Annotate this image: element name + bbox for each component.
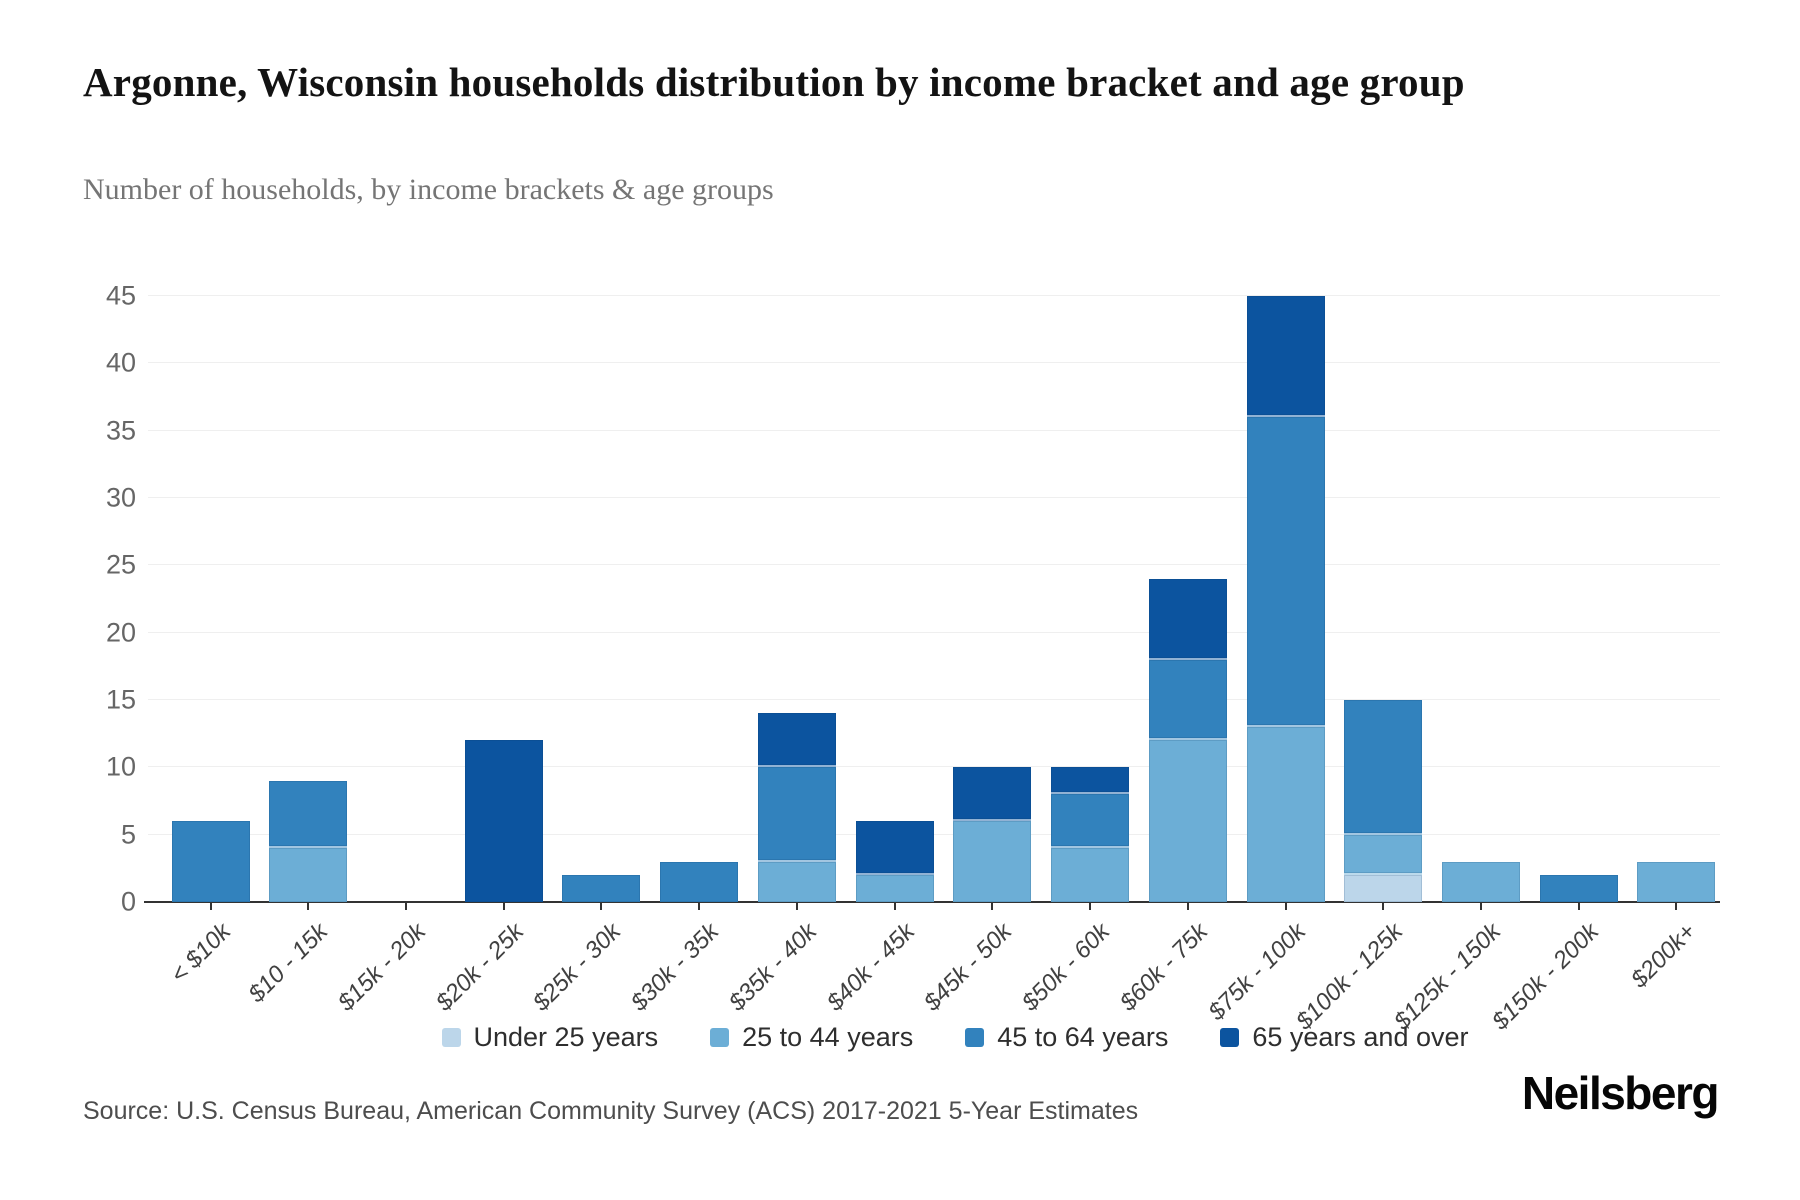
bar-segment[interactable]	[269, 780, 348, 849]
legend-item[interactable]: 25 to 44 years	[710, 1022, 913, 1053]
x-axis-label: $15k - 20k	[332, 918, 432, 1017]
bar-segment[interactable]	[464, 740, 543, 902]
bar-segment[interactable]	[953, 821, 1032, 902]
gridline-y-15	[148, 699, 1720, 700]
x-axis-label: $50k - 60k	[1016, 918, 1116, 1017]
gridline-y-35	[148, 429, 1720, 431]
gridline-y-40	[148, 362, 1720, 364]
legend: Under 25 years 25 to 44 years 45 to 64 yea…	[55, 1022, 1800, 1053]
gridline-y-20	[148, 631, 1720, 633]
x-axis-tick	[1284, 902, 1287, 910]
bar-segment[interactable]	[660, 861, 739, 902]
bar-segment[interactable]	[1051, 767, 1130, 795]
bar-segment[interactable]	[171, 821, 250, 902]
x-axis-label: $25k - 30k	[528, 918, 627, 1017]
bar-segment[interactable]	[855, 821, 934, 876]
x-axis-tick	[1186, 902, 1189, 910]
y-axis-label-0: 0	[120, 886, 136, 917]
bar-segment[interactable]	[1539, 875, 1618, 902]
y-axis-label-15: 15	[105, 684, 136, 715]
gridline-y-45	[148, 295, 1720, 296]
chart-title: Argonne, Wisconsin households distributi…	[83, 59, 1465, 105]
x-axis-tick	[1577, 902, 1580, 910]
bar-segment[interactable]	[1148, 578, 1227, 660]
x-axis-label: $60k - 75k	[1114, 918, 1213, 1017]
y-axis-label-10: 10	[105, 751, 136, 782]
legend-label: 25 to 44 years	[742, 1022, 914, 1052]
bar-segment[interactable]	[953, 767, 1032, 822]
chart-subtitle: Number of households, by income brackets…	[83, 173, 774, 206]
bar-segment[interactable]	[1051, 848, 1130, 902]
source-note: Source: U.S. Census Bureau, American Com…	[83, 1097, 1139, 1125]
legend-swatch-icon	[965, 1028, 985, 1047]
bar-segment[interactable]	[757, 861, 836, 902]
legend-swatch-icon	[1220, 1028, 1240, 1047]
x-axis-tick	[404, 902, 407, 910]
x-axis-label: $10 - 15k	[243, 918, 334, 1008]
x-axis-tick	[1479, 902, 1482, 910]
bar-segment[interactable]	[1441, 861, 1520, 902]
legend-item[interactable]: 65 years and over	[1220, 1022, 1469, 1053]
x-axis-tick	[795, 902, 798, 910]
bar-segment[interactable]	[562, 875, 641, 902]
legend-label: 45 to 64 years	[997, 1022, 1169, 1052]
plot-area: 0 5 10 15 20 25 30 35 40 45 < $10k $10 - 15k $15k - …	[106, 256, 1720, 1035]
bar-segment[interactable]	[269, 848, 348, 902]
gridline-y-30	[148, 497, 1720, 498]
gridline-y-25	[148, 564, 1720, 566]
x-axis-tick	[600, 902, 603, 910]
bar-segment[interactable]	[757, 767, 836, 862]
y-axis-label-35: 35	[105, 415, 136, 446]
bar-segment[interactable]	[1344, 700, 1423, 835]
legend-swatch-icon	[441, 1028, 461, 1047]
y-axis-label-25: 25	[105, 549, 136, 580]
x-axis-label: $20k - 25k	[430, 918, 529, 1017]
y-axis-label-5: 5	[120, 819, 136, 850]
x-axis-label: $45k - 50k	[919, 918, 1018, 1017]
bar-segment[interactable]	[1246, 296, 1325, 418]
gridline-y-10	[148, 766, 1720, 768]
bar-segment[interactable]	[1344, 834, 1423, 876]
x-axis-tick	[307, 902, 310, 910]
legend-item[interactable]: Under 25 years	[441, 1022, 659, 1053]
bar-segment[interactable]	[1344, 875, 1423, 902]
x-axis-tick	[893, 902, 896, 910]
y-axis-label-45: 45	[105, 280, 136, 311]
x-axis-label: < $10k	[165, 918, 236, 989]
bar-segment[interactable]	[1148, 659, 1227, 741]
x-axis-label: $200k+	[1626, 918, 1702, 994]
x-axis-tick	[698, 902, 701, 910]
bar-segment[interactable]	[1148, 740, 1227, 902]
x-axis-label: $40k - 45k	[821, 918, 920, 1017]
x-axis-line	[144, 901, 1720, 903]
y-axis-label-30: 30	[105, 482, 136, 513]
gridline-y-5	[148, 833, 1720, 835]
bar-segment[interactable]	[855, 875, 934, 902]
bar-segment[interactable]	[1246, 417, 1325, 727]
legend-label: 65 years and over	[1252, 1022, 1469, 1052]
bar-segment[interactable]	[757, 713, 836, 768]
bar-segment[interactable]	[1637, 861, 1716, 902]
bar-segment[interactable]	[1051, 794, 1130, 849]
x-axis-tick	[502, 902, 505, 910]
legend-item[interactable]: 45 to 64 years	[965, 1022, 1168, 1053]
legend-swatch-icon	[710, 1028, 730, 1047]
legend-label: Under 25 years	[473, 1022, 659, 1052]
neilsberg-logo: Neilsberg	[1521, 1067, 1720, 1119]
bar-segment[interactable]	[1246, 726, 1325, 902]
x-axis-tick	[1089, 902, 1092, 910]
x-axis-tick	[209, 902, 212, 910]
y-axis-label-20: 20	[105, 617, 136, 648]
y-axis-label-40: 40	[105, 347, 136, 378]
x-axis-tick	[991, 902, 994, 910]
x-axis-tick	[1675, 902, 1678, 910]
x-axis-tick	[1382, 902, 1385, 910]
x-axis-label: $35k - 40k	[723, 918, 822, 1017]
x-axis-label: $30k - 35k	[625, 918, 725, 1017]
